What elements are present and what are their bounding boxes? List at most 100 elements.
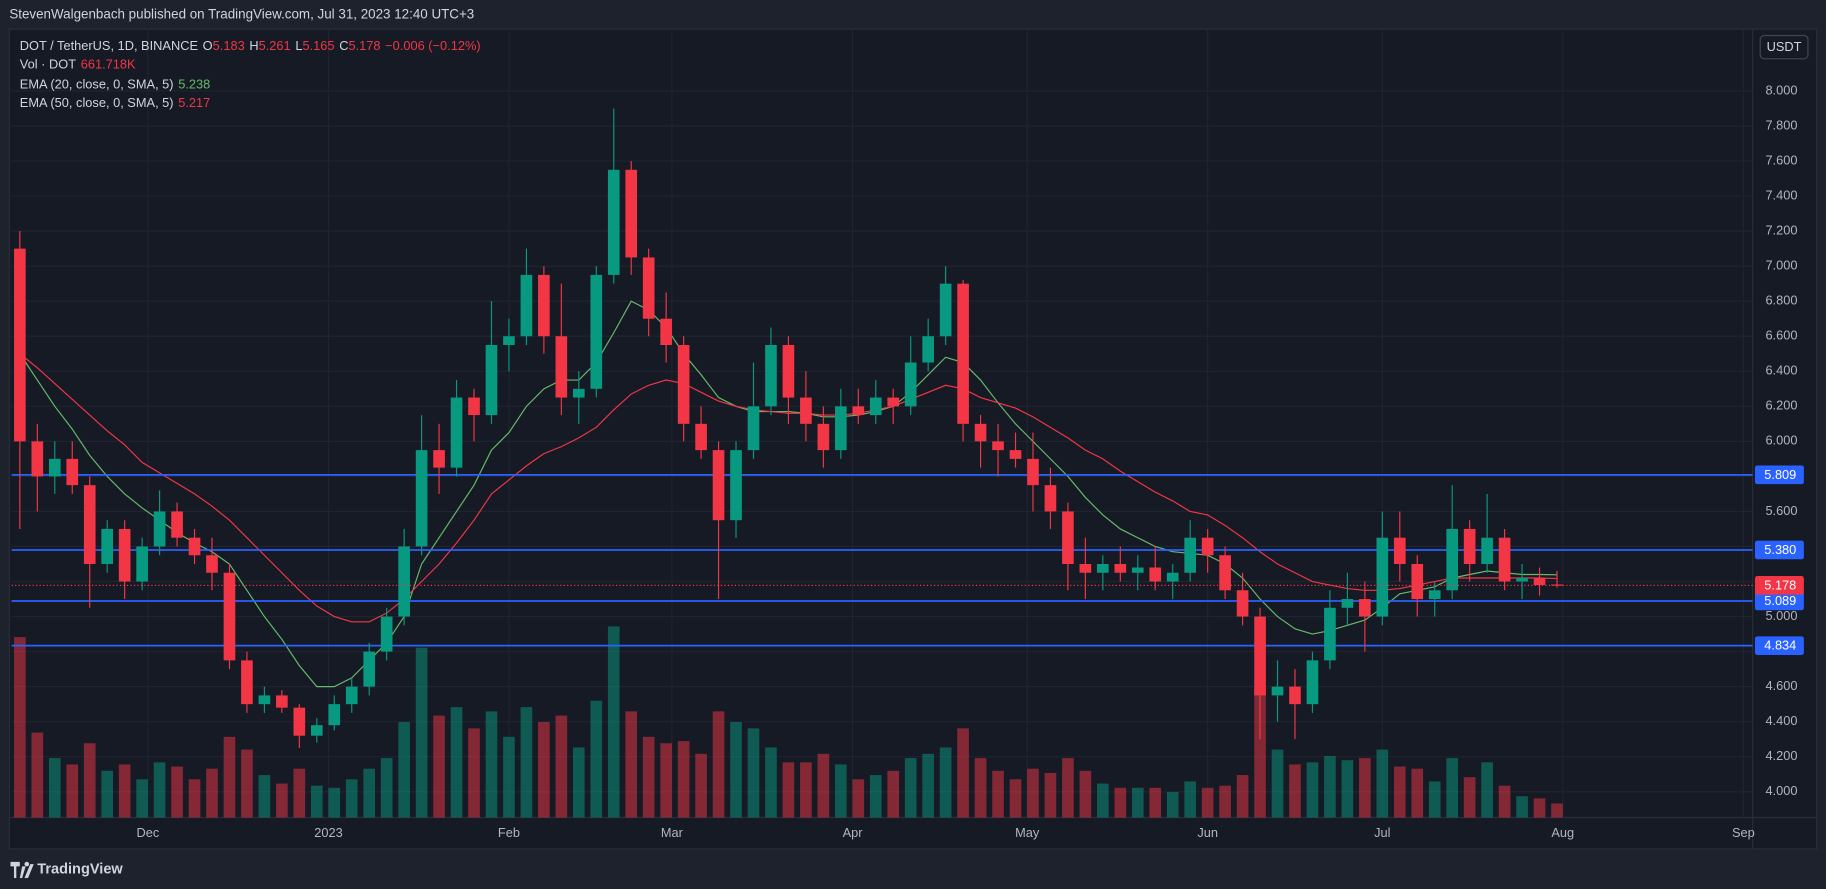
volume-bar — [258, 775, 271, 818]
candle-body — [328, 704, 341, 726]
candle-body — [590, 274, 603, 389]
volume-bar — [1428, 781, 1441, 818]
legend-text: 5.165 — [302, 39, 335, 54]
candle-body — [415, 450, 428, 547]
candle-body — [398, 546, 410, 617]
volume-bar — [485, 711, 498, 818]
candle-body — [1446, 528, 1459, 591]
volume-bar — [1079, 770, 1092, 818]
volume-bar — [625, 711, 638, 818]
volume-bar — [14, 637, 26, 818]
candle-body — [1097, 563, 1109, 573]
volume-bar — [118, 764, 131, 818]
candle-body — [223, 572, 236, 661]
candle-body — [817, 423, 830, 451]
candle-body — [503, 336, 515, 345]
x-tick-label: Dec — [137, 825, 160, 840]
candle-body — [66, 458, 79, 486]
legend-row: EMA (20, close, 0, SMA, 5) 5.238 — [20, 75, 485, 94]
level-label-box — [1754, 591, 1804, 611]
level-label: 4.834 — [1764, 638, 1796, 653]
x-tick-label: Aug — [1551, 825, 1574, 840]
candle-body — [1359, 599, 1371, 617]
volume-bar — [153, 762, 166, 818]
volume-bar — [1551, 803, 1563, 818]
volume-bar — [957, 728, 969, 818]
volume-bar — [730, 721, 742, 818]
candle-body — [800, 397, 812, 424]
candle-body — [572, 388, 585, 398]
candle-body — [293, 707, 306, 736]
x-tick-label: Mar — [661, 825, 684, 840]
y-tick-label: 7.800 — [1765, 117, 1797, 132]
candle-body — [887, 397, 900, 407]
level-label: 5.089 — [1764, 593, 1796, 608]
legend-text: −0.006 (−0.12%) — [385, 39, 481, 54]
y-tick-label: 7.000 — [1765, 258, 1797, 273]
volume-bar — [1166, 792, 1179, 818]
volume-bar — [48, 758, 61, 818]
candle-body — [1324, 607, 1336, 661]
volume-bar — [1411, 768, 1424, 818]
candle-body — [852, 406, 865, 416]
legend-text: 5.178 — [348, 39, 381, 54]
volume-bar — [782, 762, 795, 818]
candle-body — [695, 423, 707, 451]
publisher-text: StevenWalgenbach published on TradingVie… — [9, 8, 475, 23]
candle-body — [363, 651, 376, 687]
candle-body — [957, 283, 969, 424]
volume-bar — [572, 747, 585, 818]
volume-bar — [380, 758, 393, 818]
candle-body — [1149, 567, 1162, 582]
currency-button[interactable]: USDT — [1759, 34, 1809, 60]
candle-body — [1393, 537, 1406, 564]
volume-bar — [660, 743, 672, 818]
volume-bar — [433, 715, 445, 818]
volume-bar — [171, 766, 183, 818]
volume-bar — [747, 728, 760, 818]
volume-bar — [1341, 760, 1354, 818]
volume-bar — [538, 721, 550, 818]
volume-bar — [1324, 755, 1336, 818]
candle-body — [171, 511, 183, 538]
candle-body — [485, 344, 498, 416]
x-tick-label: Jun — [1197, 825, 1218, 840]
volume-bar — [695, 753, 707, 818]
candle-body — [555, 336, 568, 398]
candle-body — [468, 397, 480, 416]
volume-bar — [992, 770, 1004, 818]
legend-text: 661.718K — [80, 58, 136, 73]
y-tick-label: 7.600 — [1765, 152, 1797, 167]
y-tick-label: 5.600 — [1765, 503, 1797, 518]
level-label-box — [1754, 465, 1804, 485]
volume-bar — [852, 779, 865, 818]
candle-body — [1516, 578, 1528, 582]
candle-body — [1341, 599, 1354, 608]
candle-body — [258, 695, 271, 705]
volume-bar — [922, 753, 934, 818]
candle-body — [1428, 590, 1441, 600]
candle-body — [1498, 537, 1511, 582]
legend-text: DOT / TetherUS, 1D, BINANCE — [19, 39, 199, 54]
legend-text: Vol · DOT — [19, 58, 77, 73]
y-tick-label: 5.000 — [1765, 608, 1797, 623]
legend-text: C — [339, 39, 349, 54]
volume-bar — [206, 768, 218, 818]
volume-bar — [1376, 749, 1389, 818]
volume-bar — [328, 787, 341, 818]
legend-row: DOT / TetherUS, 1D, BINANCE O5.183 H5.261 L… — [20, 37, 485, 56]
price-label-box — [1754, 576, 1804, 595]
volume-bar — [817, 753, 830, 818]
volume-bar — [1009, 779, 1022, 818]
candle-body — [1376, 537, 1389, 617]
candle-body — [1463, 528, 1476, 564]
volume-bar — [712, 711, 725, 818]
candle-body — [730, 450, 742, 521]
y-tick-label: 6.200 — [1765, 398, 1797, 413]
candle-body — [188, 537, 201, 556]
volume-bar — [1027, 768, 1039, 818]
volume-bar — [1114, 787, 1127, 818]
y-tick-label: 4.400 — [1765, 713, 1797, 728]
candle-body — [1254, 616, 1266, 696]
